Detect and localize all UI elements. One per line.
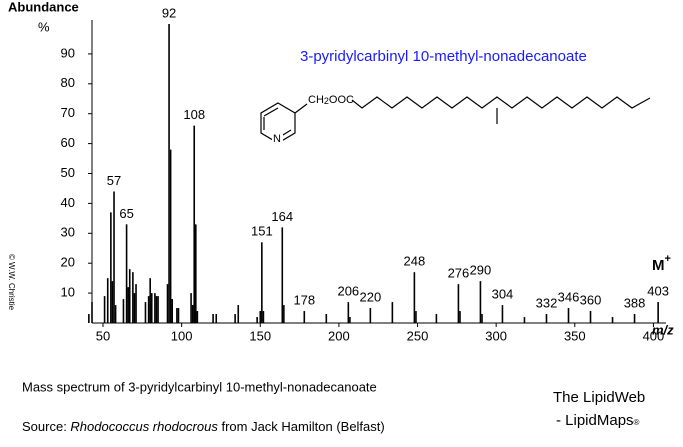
y-tick-label: 20 xyxy=(61,255,75,270)
peak-label: 346 xyxy=(558,289,580,304)
source-organism: Rhodococcus rhodocrous xyxy=(70,419,218,434)
peak-label: 248 xyxy=(404,254,426,269)
y-tick-label: 30 xyxy=(61,225,75,240)
ester-group: CH2OOC xyxy=(308,94,354,106)
group-tail: OOC xyxy=(329,94,354,106)
peak-label: 151 xyxy=(251,224,273,239)
ring-atom-bg xyxy=(272,132,283,144)
x-tick-label: 100 xyxy=(171,328,193,343)
peak-label: 178 xyxy=(293,292,315,307)
bond xyxy=(294,103,308,114)
ring-atom: N xyxy=(273,133,281,145)
source: Source: Rhodococcus rhodocrous from Jack… xyxy=(22,419,385,434)
alkyl-chain xyxy=(351,96,651,109)
x-tick-label: 300 xyxy=(485,328,507,343)
x-tick-label: 250 xyxy=(407,328,429,343)
x-axis-label: m/z xyxy=(652,322,674,337)
compound-title: 3-pyridylcarbinyl 10-methyl-nonadecanoat… xyxy=(300,48,587,65)
y-tick-label: 10 xyxy=(61,285,75,300)
x-tick-label: 50 xyxy=(96,328,110,343)
peak-label: 332 xyxy=(536,295,558,310)
peak-label: 164 xyxy=(271,209,293,224)
brand-mark: ® xyxy=(634,418,640,427)
peak-label: 108 xyxy=(183,107,205,122)
x-tick-label: 150 xyxy=(249,328,271,343)
peak-label: 403 xyxy=(647,284,669,299)
brand-name: - LipidMaps xyxy=(556,412,634,429)
y-tick-label: 60 xyxy=(61,135,75,150)
peak-label: 57 xyxy=(107,173,121,188)
y-axis-unit: % xyxy=(38,19,50,34)
peak-label: 304 xyxy=(492,286,514,301)
peak-label: 92 xyxy=(162,5,176,20)
source-prefix: Source: xyxy=(22,419,70,434)
brand-line1: The LipidWeb xyxy=(553,389,645,406)
y-axis-label: Abundance xyxy=(8,0,79,14)
peak-label: 276 xyxy=(448,266,470,281)
group-main: CH xyxy=(308,94,324,106)
ion-sup: + xyxy=(665,253,671,265)
y-tick-label: 80 xyxy=(61,75,75,90)
y-tick-label: 70 xyxy=(61,105,75,120)
brand-line2: - LipidMaps® xyxy=(556,412,640,429)
peak-label: 360 xyxy=(580,292,602,307)
x-tick-label: 350 xyxy=(564,328,586,343)
y-tick-label: 50 xyxy=(61,165,75,180)
peak-label: 220 xyxy=(359,289,381,304)
x-tick-label: 400 xyxy=(643,328,665,343)
peak-label: 290 xyxy=(470,263,492,278)
source-suffix: from Jack Hamilton (Belfast) xyxy=(218,419,385,434)
ion-main: M xyxy=(652,257,665,274)
caption: Mass spectrum of 3-pyridylcarbinyl 10-me… xyxy=(22,379,377,394)
peak-label: 206 xyxy=(337,284,359,299)
molecular-ion: M+ xyxy=(652,253,671,274)
y-tick-label: 90 xyxy=(61,45,75,60)
copyright: © W.W. Christie xyxy=(7,254,16,311)
y-tick-label: 40 xyxy=(61,195,75,210)
bond xyxy=(263,107,279,117)
x-tick-label: 200 xyxy=(328,328,350,343)
peak-label: 65 xyxy=(119,206,133,221)
group-sub: 2 xyxy=(324,96,329,106)
peak-label: 388 xyxy=(624,295,646,310)
